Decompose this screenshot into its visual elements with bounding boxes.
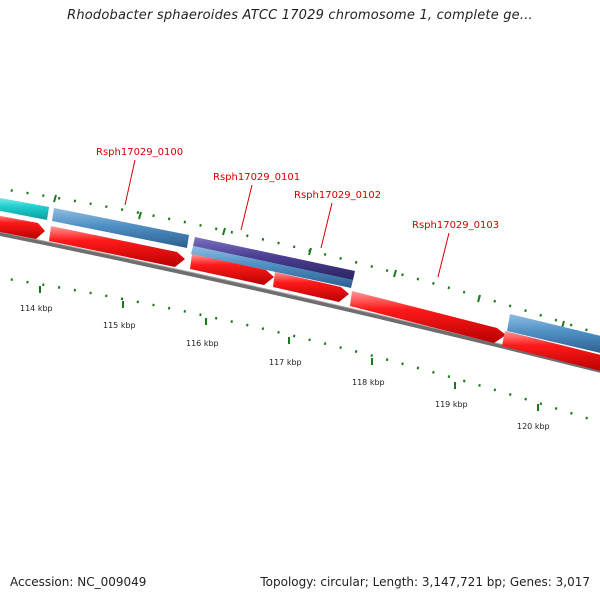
outer-tick-ring xyxy=(0,187,600,336)
outer-major-tick xyxy=(477,294,481,303)
inner-tick-ring xyxy=(0,276,600,424)
label-leader-line xyxy=(320,202,333,249)
outer-major-tick xyxy=(308,247,312,256)
cds-arrow[interactable] xyxy=(502,331,600,372)
outer-major-tick xyxy=(393,269,397,278)
cds-arrow[interactable] xyxy=(0,214,45,239)
scale-tick-label: 119 kbp xyxy=(435,400,468,409)
gene-feature-purple[interactable] xyxy=(193,237,355,280)
inner-major-ticks xyxy=(39,286,539,411)
genome-backbone xyxy=(0,231,600,373)
scale-tick-label: 120 kbp xyxy=(517,422,550,431)
gene-feature-cyan[interactable] xyxy=(0,196,49,220)
outer-major-tick xyxy=(138,211,142,220)
gene-feature-blue[interactable] xyxy=(52,208,189,248)
cds-arrow[interactable] xyxy=(190,254,274,285)
scale-tick-label: 117 kbp xyxy=(269,358,302,367)
outer-major-tick xyxy=(53,194,57,203)
scale-tick-label: 116 kbp xyxy=(186,339,219,348)
cds-track xyxy=(0,214,600,372)
gene-label-rsph17029-0100[interactable]: Rsph17029_0100 xyxy=(96,147,183,158)
gene-feature-blue[interactable] xyxy=(507,314,600,354)
map-title: Rhodobacter sphaeroides ATCC 17029 chrom… xyxy=(67,8,533,23)
scale-tick-label: 115 kbp xyxy=(103,321,136,330)
scale-tick-label: 114 kbp xyxy=(20,304,53,313)
gene-label-rsph17029-0102[interactable]: Rsph17029_0102 xyxy=(294,190,381,201)
cds-arrow[interactable] xyxy=(350,291,506,343)
gene-feature-blue-small[interactable] xyxy=(191,246,353,288)
cds-arrow[interactable] xyxy=(273,272,349,302)
label-leader-line xyxy=(124,159,136,206)
label-leader-line xyxy=(240,184,253,231)
outer-major-tick xyxy=(222,227,226,236)
cds-arrow[interactable] xyxy=(49,226,185,267)
gene-label-rsph17029-0103[interactable]: Rsph17029_0103 xyxy=(412,220,499,231)
scale-tick-label: 118 kbp xyxy=(352,378,385,387)
label-leader-line xyxy=(437,232,450,278)
gene-label-rsph17029-0101[interactable]: Rsph17029_0101 xyxy=(213,172,300,183)
genome-stats-text: Topology: circular; Length: 3,147,721 bp… xyxy=(260,575,590,589)
feature-track-upper xyxy=(0,196,600,354)
accession-text: Accession: NC_009049 xyxy=(10,575,147,589)
